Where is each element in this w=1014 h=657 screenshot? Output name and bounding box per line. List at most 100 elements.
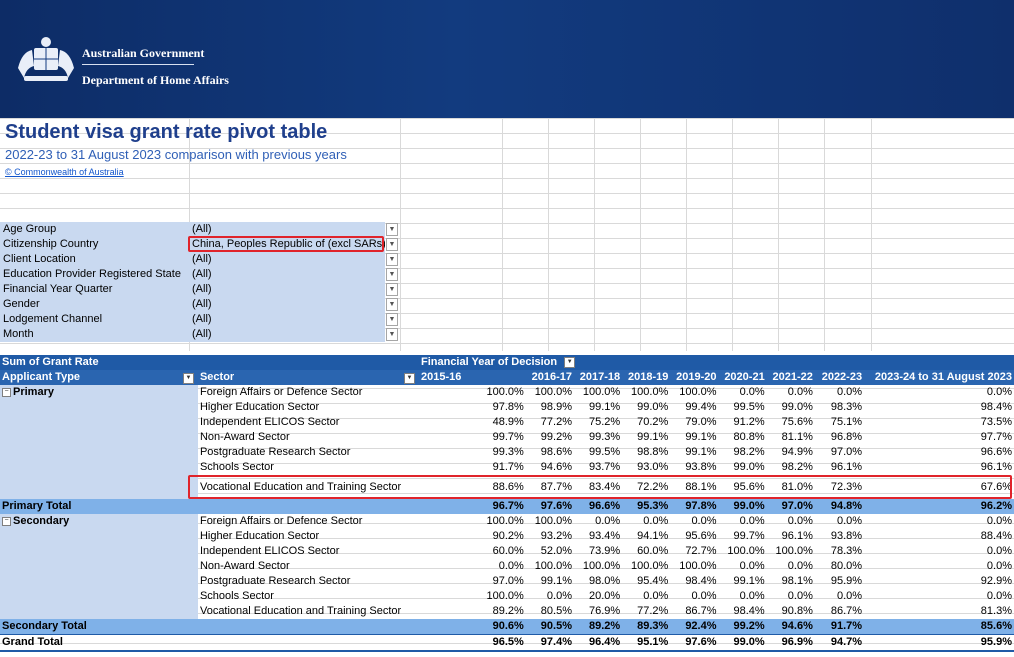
value-cell: 0.0%: [986, 515, 1012, 527]
subtotal-value: 96.2%: [864, 499, 1014, 514]
value-cell: 100.0%: [582, 386, 621, 398]
table-row: − Primary Foreign Affairs or Defence Secto…: [0, 385, 1014, 400]
collapse-icon[interactable]: −: [2, 516, 11, 526]
header-banner: Australian Government Department of Home…: [0, 0, 1014, 118]
value-cell: 99.1%: [685, 446, 717, 458]
filter-gender: Gender (All) ▼: [0, 297, 398, 312]
sector-cell: Postgraduate Research Sector: [199, 575, 351, 587]
dropdown-arrow-icon[interactable]: ▼: [386, 268, 398, 281]
value-cell: 0.0%: [739, 560, 765, 572]
applicant-type-cell: [0, 430, 198, 445]
applicant-type-cell: [0, 604, 198, 619]
subtotal-value: 95.3%: [622, 499, 671, 514]
grand-total-value: 95.9%: [864, 634, 1014, 652]
value-cell: 98.0%: [588, 575, 621, 587]
dropdown-arrow-icon[interactable]: ▼: [182, 373, 194, 384]
column-field-label: Financial Year of Decision: [420, 356, 558, 368]
value-cell: 91.2%: [733, 416, 765, 428]
value-cell: 97.8%: [492, 401, 524, 413]
value-cell: 100.0%: [534, 560, 572, 572]
grid-col-line: [871, 118, 872, 351]
applicant-type-cell: [0, 574, 198, 589]
value-cell: 100.0%: [631, 386, 669, 398]
grand-total-value: 96.5%: [418, 634, 526, 652]
grand-total-value: 97.6%: [670, 634, 719, 652]
filter-age-group: Age Group (All) ▼: [0, 222, 398, 237]
value-cell: 86.7%: [685, 605, 717, 617]
value-cell: 100.0%: [486, 590, 524, 602]
value-cell: 95.4%: [637, 575, 669, 587]
subtotal-value: 89.3%: [622, 619, 671, 635]
column-field-header[interactable]: Financial Year of Decision ▼: [418, 355, 1014, 370]
value-cell: 93.8%: [830, 530, 863, 542]
value-cell: 67.6%: [980, 480, 1012, 493]
pivot-header-row-2: Applicant Type ▼ Sector ▼ 2015-16 2016-1…: [0, 370, 1014, 385]
value-cell: 0.0%: [739, 590, 765, 602]
value-cell: 0.0%: [837, 515, 863, 527]
value-cell: 100.0%: [486, 386, 524, 398]
grand-total-value: 96.9%: [766, 634, 815, 652]
value-cell: 100.0%: [486, 515, 524, 527]
applicant-type-cell[interactable]: − Primary: [0, 385, 198, 400]
grid-col-line: [594, 118, 595, 351]
value-cell: 0.0%: [986, 590, 1012, 602]
value-cell: 96.6%: [980, 446, 1012, 458]
dropdown-arrow-icon[interactable]: ▼: [403, 373, 415, 384]
applicant-type-cell: [0, 544, 198, 559]
subtotal-value: 99.2%: [718, 619, 767, 635]
applicant-type-label: Secondary: [13, 515, 70, 527]
table-row: Independent ELICOS Sector 60.0% 52.0% 73.9%…: [0, 544, 1014, 559]
filter-value: China, Peoples Republic of (excl SARs): [189, 237, 385, 252]
filter-month: Month (All) ▼: [0, 327, 398, 342]
value-cell: 93.8%: [685, 461, 717, 473]
dropdown-arrow-icon[interactable]: ▼: [386, 253, 398, 266]
value-cell: 97.0%: [830, 446, 863, 458]
value-cell: 94.9%: [781, 446, 813, 458]
value-cell: 94.1%: [637, 530, 669, 542]
value-cell: 60.0%: [492, 545, 524, 557]
subtotal-value: 85.6%: [864, 619, 1014, 635]
grid-col-line: [400, 118, 401, 351]
applicant-type-cell[interactable]: − Secondary: [0, 514, 198, 529]
value-cell: 98.4%: [980, 401, 1012, 413]
filter-funnel-icon[interactable]: ▼: [386, 238, 398, 251]
org-divider: [82, 64, 194, 65]
grid-col-line: [640, 118, 641, 351]
subtotal-value: 99.0%: [718, 499, 767, 514]
value-cell: 95.9%: [830, 575, 863, 587]
table-row: − Secondary Foreign Affairs or Defence Sec…: [0, 514, 1014, 529]
table-row: Non-Award Sector 99.7% 99.2% 99.3% 99.1% 99.1…: [0, 430, 1014, 445]
subtotal-value: 97.6%: [525, 499, 574, 514]
value-cell: 0.0%: [643, 590, 669, 602]
value-cell: 99.1%: [588, 401, 621, 413]
applicant-type-cell: [0, 475, 198, 499]
value-cell: 0.0%: [691, 590, 717, 602]
dropdown-arrow-icon[interactable]: ▼: [386, 313, 398, 326]
value-cell: 99.7%: [492, 431, 524, 443]
value-cell: 0.0%: [986, 560, 1012, 572]
dropdown-arrow-icon[interactable]: ▼: [386, 223, 398, 236]
value-cell: 100.0%: [727, 545, 765, 557]
dropdown-arrow-icon[interactable]: ▼: [386, 328, 398, 341]
filter-value: (All): [189, 282, 385, 297]
value-cell: 98.4%: [733, 605, 765, 617]
value-cell: 75.1%: [830, 416, 863, 428]
sector-field-header[interactable]: Sector ▼: [197, 370, 419, 385]
filter-funnel-icon[interactable]: ▼: [564, 356, 576, 368]
value-cell: 99.1%: [685, 431, 717, 443]
row-field-header[interactable]: Applicant Type ▼: [0, 370, 198, 385]
value-cell: 96.8%: [830, 431, 863, 443]
value-cell: 95.6%: [733, 480, 765, 493]
collapse-icon[interactable]: −: [2, 387, 11, 397]
value-cell: 98.8%: [637, 446, 669, 458]
subtotal-blank: [197, 619, 419, 635]
value-cell: 95.6%: [685, 530, 717, 542]
value-cell: 72.7%: [685, 545, 717, 557]
copyright-link[interactable]: © Commonwealth of Australia: [5, 167, 124, 177]
dropdown-arrow-icon[interactable]: ▼: [386, 283, 398, 296]
dropdown-arrow-icon[interactable]: ▼: [386, 298, 398, 311]
applicant-type-cell: [0, 460, 198, 475]
value-cell: 0.0%: [739, 386, 765, 398]
sector-cell: Higher Education Sector: [199, 401, 320, 413]
value-cell: 0.0%: [837, 386, 863, 398]
